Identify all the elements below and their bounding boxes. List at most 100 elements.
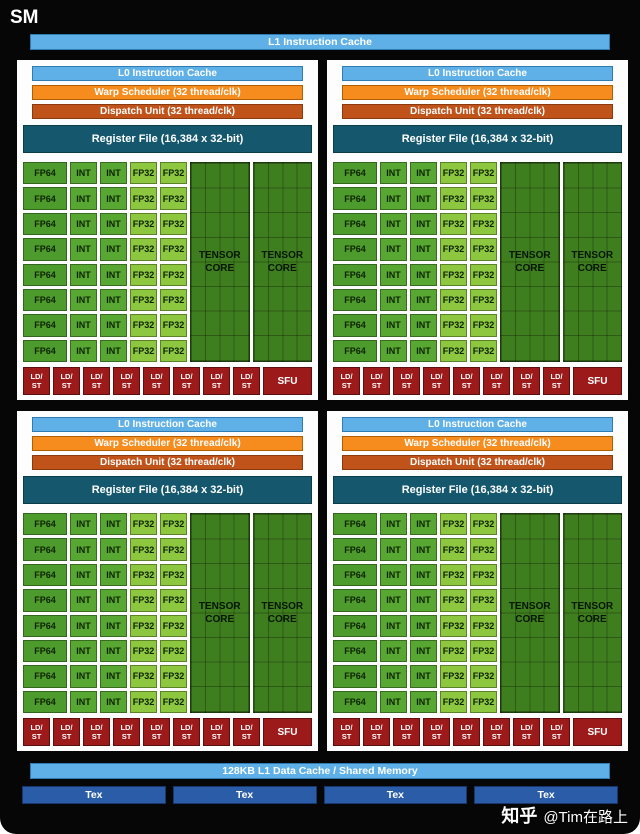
- l0-instruction-cache: L0 Instruction Cache: [32, 417, 303, 432]
- fp32-core: FP32: [470, 563, 497, 587]
- core-grid: FP64 FP64 FP64 FP64 FP64 FP64 FP64 FP64 INT INT IN…: [23, 162, 312, 362]
- fp64-core: FP64: [333, 339, 377, 362]
- int-core: INT: [410, 187, 437, 210]
- int-core: INT: [410, 513, 437, 536]
- fp32-core: FP32: [130, 589, 157, 612]
- int-core: INT: [410, 639, 437, 663]
- int-core: INT: [70, 212, 97, 236]
- sm-partition: L0 Instruction Cache Warp Scheduler (32 …: [327, 411, 628, 751]
- fp32-core: FP32: [160, 639, 187, 663]
- fp32-core: FP32: [160, 589, 187, 612]
- watermark-handle: @Tim在路上: [543, 809, 628, 826]
- fp64-core: FP64: [333, 187, 377, 210]
- tensor-core-label: TENSOR CORE: [198, 601, 241, 625]
- sfu-unit: SFU: [573, 718, 622, 746]
- fp32-core: FP32: [470, 589, 497, 612]
- register-file: Register File (16,384 x 32-bit): [23, 125, 312, 153]
- ldst-unit: LD/ST: [203, 718, 230, 746]
- warp-scheduler: Warp Scheduler (32 thread/clk): [342, 85, 613, 100]
- int-core: INT: [410, 614, 437, 637]
- ldst-unit: LD/ST: [83, 367, 110, 395]
- int-core: INT: [410, 589, 437, 612]
- ldst-unit: LD/ST: [543, 367, 570, 395]
- int-core: INT: [410, 314, 437, 337]
- fp32-core: FP32: [440, 513, 467, 536]
- int-core: INT: [380, 614, 407, 637]
- fp64-core: FP64: [23, 288, 67, 312]
- ldst-unit: LD/ST: [333, 718, 360, 746]
- int-core: INT: [100, 614, 127, 637]
- fp32-core: FP32: [440, 690, 467, 713]
- ldst-unit: LD/ST: [203, 367, 230, 395]
- ldst-unit: LD/ST: [483, 367, 510, 395]
- tensor-core-label: TENSOR CORE: [261, 250, 304, 274]
- fp64-core: FP64: [333, 589, 377, 612]
- fp32-core: FP32: [440, 288, 467, 312]
- int-core: INT: [380, 187, 407, 210]
- tensor-core: TENSOR CORE: [500, 513, 560, 713]
- int-core: INT: [410, 263, 437, 286]
- fp64-core: FP64: [333, 212, 377, 236]
- ldst-unit: LD/ST: [453, 367, 480, 395]
- int-core: INT: [100, 639, 127, 663]
- fp64-core: FP64: [23, 538, 67, 561]
- fp32-core: FP32: [440, 339, 467, 362]
- int-core: INT: [70, 690, 97, 713]
- int-core: INT: [70, 314, 97, 337]
- fp32-core: FP32: [160, 314, 187, 337]
- ldst-unit: LD/ST: [513, 718, 540, 746]
- dispatch-unit: Dispatch Unit (32 thread/clk): [32, 104, 303, 119]
- fp32-core: FP32: [130, 563, 157, 587]
- ldst-unit: LD/ST: [83, 718, 110, 746]
- fp32-core: FP32: [130, 513, 157, 536]
- fp64-core: FP64: [23, 187, 67, 210]
- sfu-unit: SFU: [263, 718, 312, 746]
- fp64-core: FP64: [333, 263, 377, 286]
- fp32-core: FP32: [440, 538, 467, 561]
- fp32-core: FP32: [160, 538, 187, 561]
- int-core: INT: [380, 339, 407, 362]
- tex-row: Tex Tex Tex Tex: [0, 786, 640, 804]
- int-core: INT: [100, 339, 127, 362]
- fp32-core: FP32: [130, 162, 157, 185]
- tensor-core: TENSOR CORE: [190, 162, 250, 362]
- int-core: INT: [380, 263, 407, 286]
- fp32-core: FP32: [440, 187, 467, 210]
- sfu-unit: SFU: [263, 367, 312, 395]
- int-core: INT: [410, 238, 437, 261]
- int-core: INT: [100, 665, 127, 688]
- fp64-core: FP64: [333, 288, 377, 312]
- fp32-core: FP32: [470, 288, 497, 312]
- int-core: INT: [70, 614, 97, 637]
- l0-instruction-cache: L0 Instruction Cache: [342, 66, 613, 81]
- int-core: INT: [380, 314, 407, 337]
- fp32-core: FP32: [160, 238, 187, 261]
- fp32-core: FP32: [470, 513, 497, 536]
- sfu-unit: SFU: [573, 367, 622, 395]
- fp32-core: FP32: [130, 314, 157, 337]
- int-core: INT: [100, 690, 127, 713]
- int-core: INT: [70, 288, 97, 312]
- fp32-core: FP32: [470, 238, 497, 261]
- ldst-unit: LD/ST: [173, 718, 200, 746]
- int-core: INT: [100, 288, 127, 312]
- ldst-unit: LD/ST: [483, 718, 510, 746]
- fp64-core: FP64: [23, 639, 67, 663]
- int-core: INT: [410, 288, 437, 312]
- int-core: INT: [100, 589, 127, 612]
- int-core: INT: [70, 238, 97, 261]
- fp32-core: FP32: [440, 212, 467, 236]
- int-core: INT: [70, 187, 97, 210]
- fp64-core: FP64: [23, 589, 67, 612]
- tensor-core-label: TENSOR CORE: [571, 601, 614, 625]
- fp32-core: FP32: [160, 187, 187, 210]
- l1-data-cache-shared-memory: 128KB L1 Data Cache / Shared Memory: [30, 763, 610, 779]
- ldst-unit: LD/ST: [23, 367, 50, 395]
- ldst-unit: LD/ST: [333, 367, 360, 395]
- fp32-core: FP32: [130, 665, 157, 688]
- core-grid: FP64 FP64 FP64 FP64 FP64 FP64 FP64 FP64 INT INT IN…: [333, 162, 622, 362]
- fp64-core: FP64: [23, 314, 67, 337]
- ldst-unit: LD/ST: [543, 718, 570, 746]
- warp-scheduler: Warp Scheduler (32 thread/clk): [32, 436, 303, 451]
